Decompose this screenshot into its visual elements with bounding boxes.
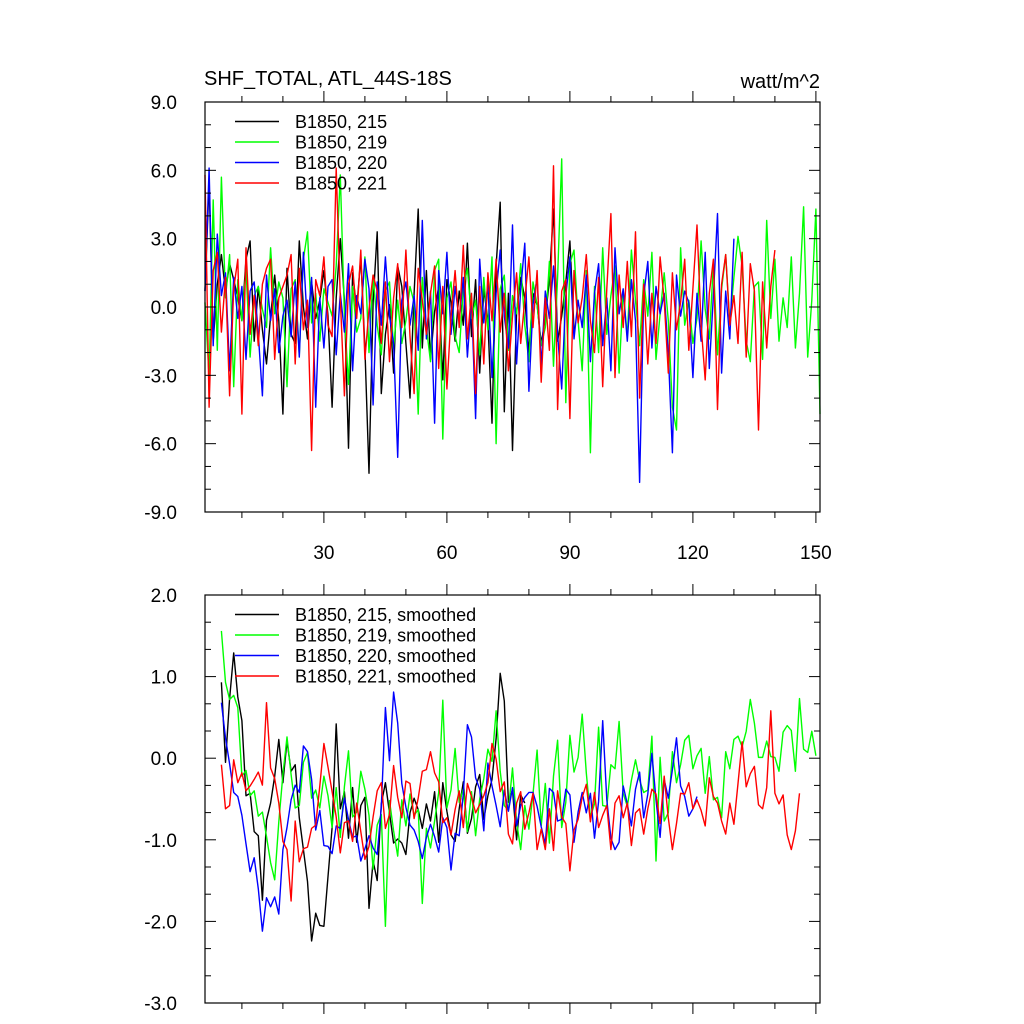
series-line-0-1	[204, 158, 821, 454]
x-tick-label: 120	[677, 543, 709, 564]
series-line-1-2	[220, 691, 698, 932]
y-tick-label: 2.0	[151, 586, 177, 607]
y-tick-label: 0.0	[151, 749, 177, 770]
legend-label: B1850, 221	[295, 174, 387, 194]
y-tick-label: -2.0	[144, 912, 177, 933]
y-tick-label: 6.0	[151, 161, 177, 182]
y-tick-label: 0.0	[151, 298, 177, 319]
plot-frame	[204, 594, 821, 1004]
x-tick-label: 30	[313, 543, 334, 564]
y-tick-label: -6.0	[144, 435, 177, 456]
y-tick-label: -1.0	[144, 831, 177, 852]
legend-label: B1850, 220, smoothed	[295, 646, 476, 666]
series-line-1-1	[220, 630, 817, 927]
legend-label: B1850, 215	[295, 112, 387, 132]
series-line-0-3	[204, 165, 776, 452]
x-tick-label: 60	[436, 543, 457, 564]
y-tick-label: 1.0	[151, 668, 177, 689]
legend-label: B1850, 219, smoothed	[295, 626, 476, 646]
legend-label: B1850, 219	[295, 133, 387, 153]
x-tick-label: 90	[559, 543, 580, 564]
legend-label: B1850, 215, smoothed	[295, 605, 476, 625]
figure-title: SHF_TOTAL, ATL_44S-18S	[204, 68, 452, 90]
y-tick-label: 9.0	[151, 93, 177, 114]
bottom-panel: -3.0 -2.0 -1.0 0.0 1.0 2.0 B1850, 215, smoothe…	[144, 584, 821, 1015]
units-label: watt/m^2	[740, 71, 820, 93]
y-tick-label: -9.0	[144, 503, 177, 524]
legend-label: B1850, 220	[295, 153, 387, 173]
y-tick-label: 3.0	[151, 230, 177, 251]
series-line-0-0	[204, 181, 575, 474]
y-tick-label: -3.0	[144, 994, 177, 1015]
top-panel: -9.0 -6.0 -3.0 0.0 3.0 6.0 9.0 30 60 90 120 150 B185…	[144, 91, 832, 564]
series-line-1-3	[220, 702, 801, 902]
legend-label: B1850, 221, smoothed	[295, 667, 476, 687]
y-tick-label: -3.0	[144, 366, 177, 387]
x-tick-label: 150	[800, 543, 832, 564]
